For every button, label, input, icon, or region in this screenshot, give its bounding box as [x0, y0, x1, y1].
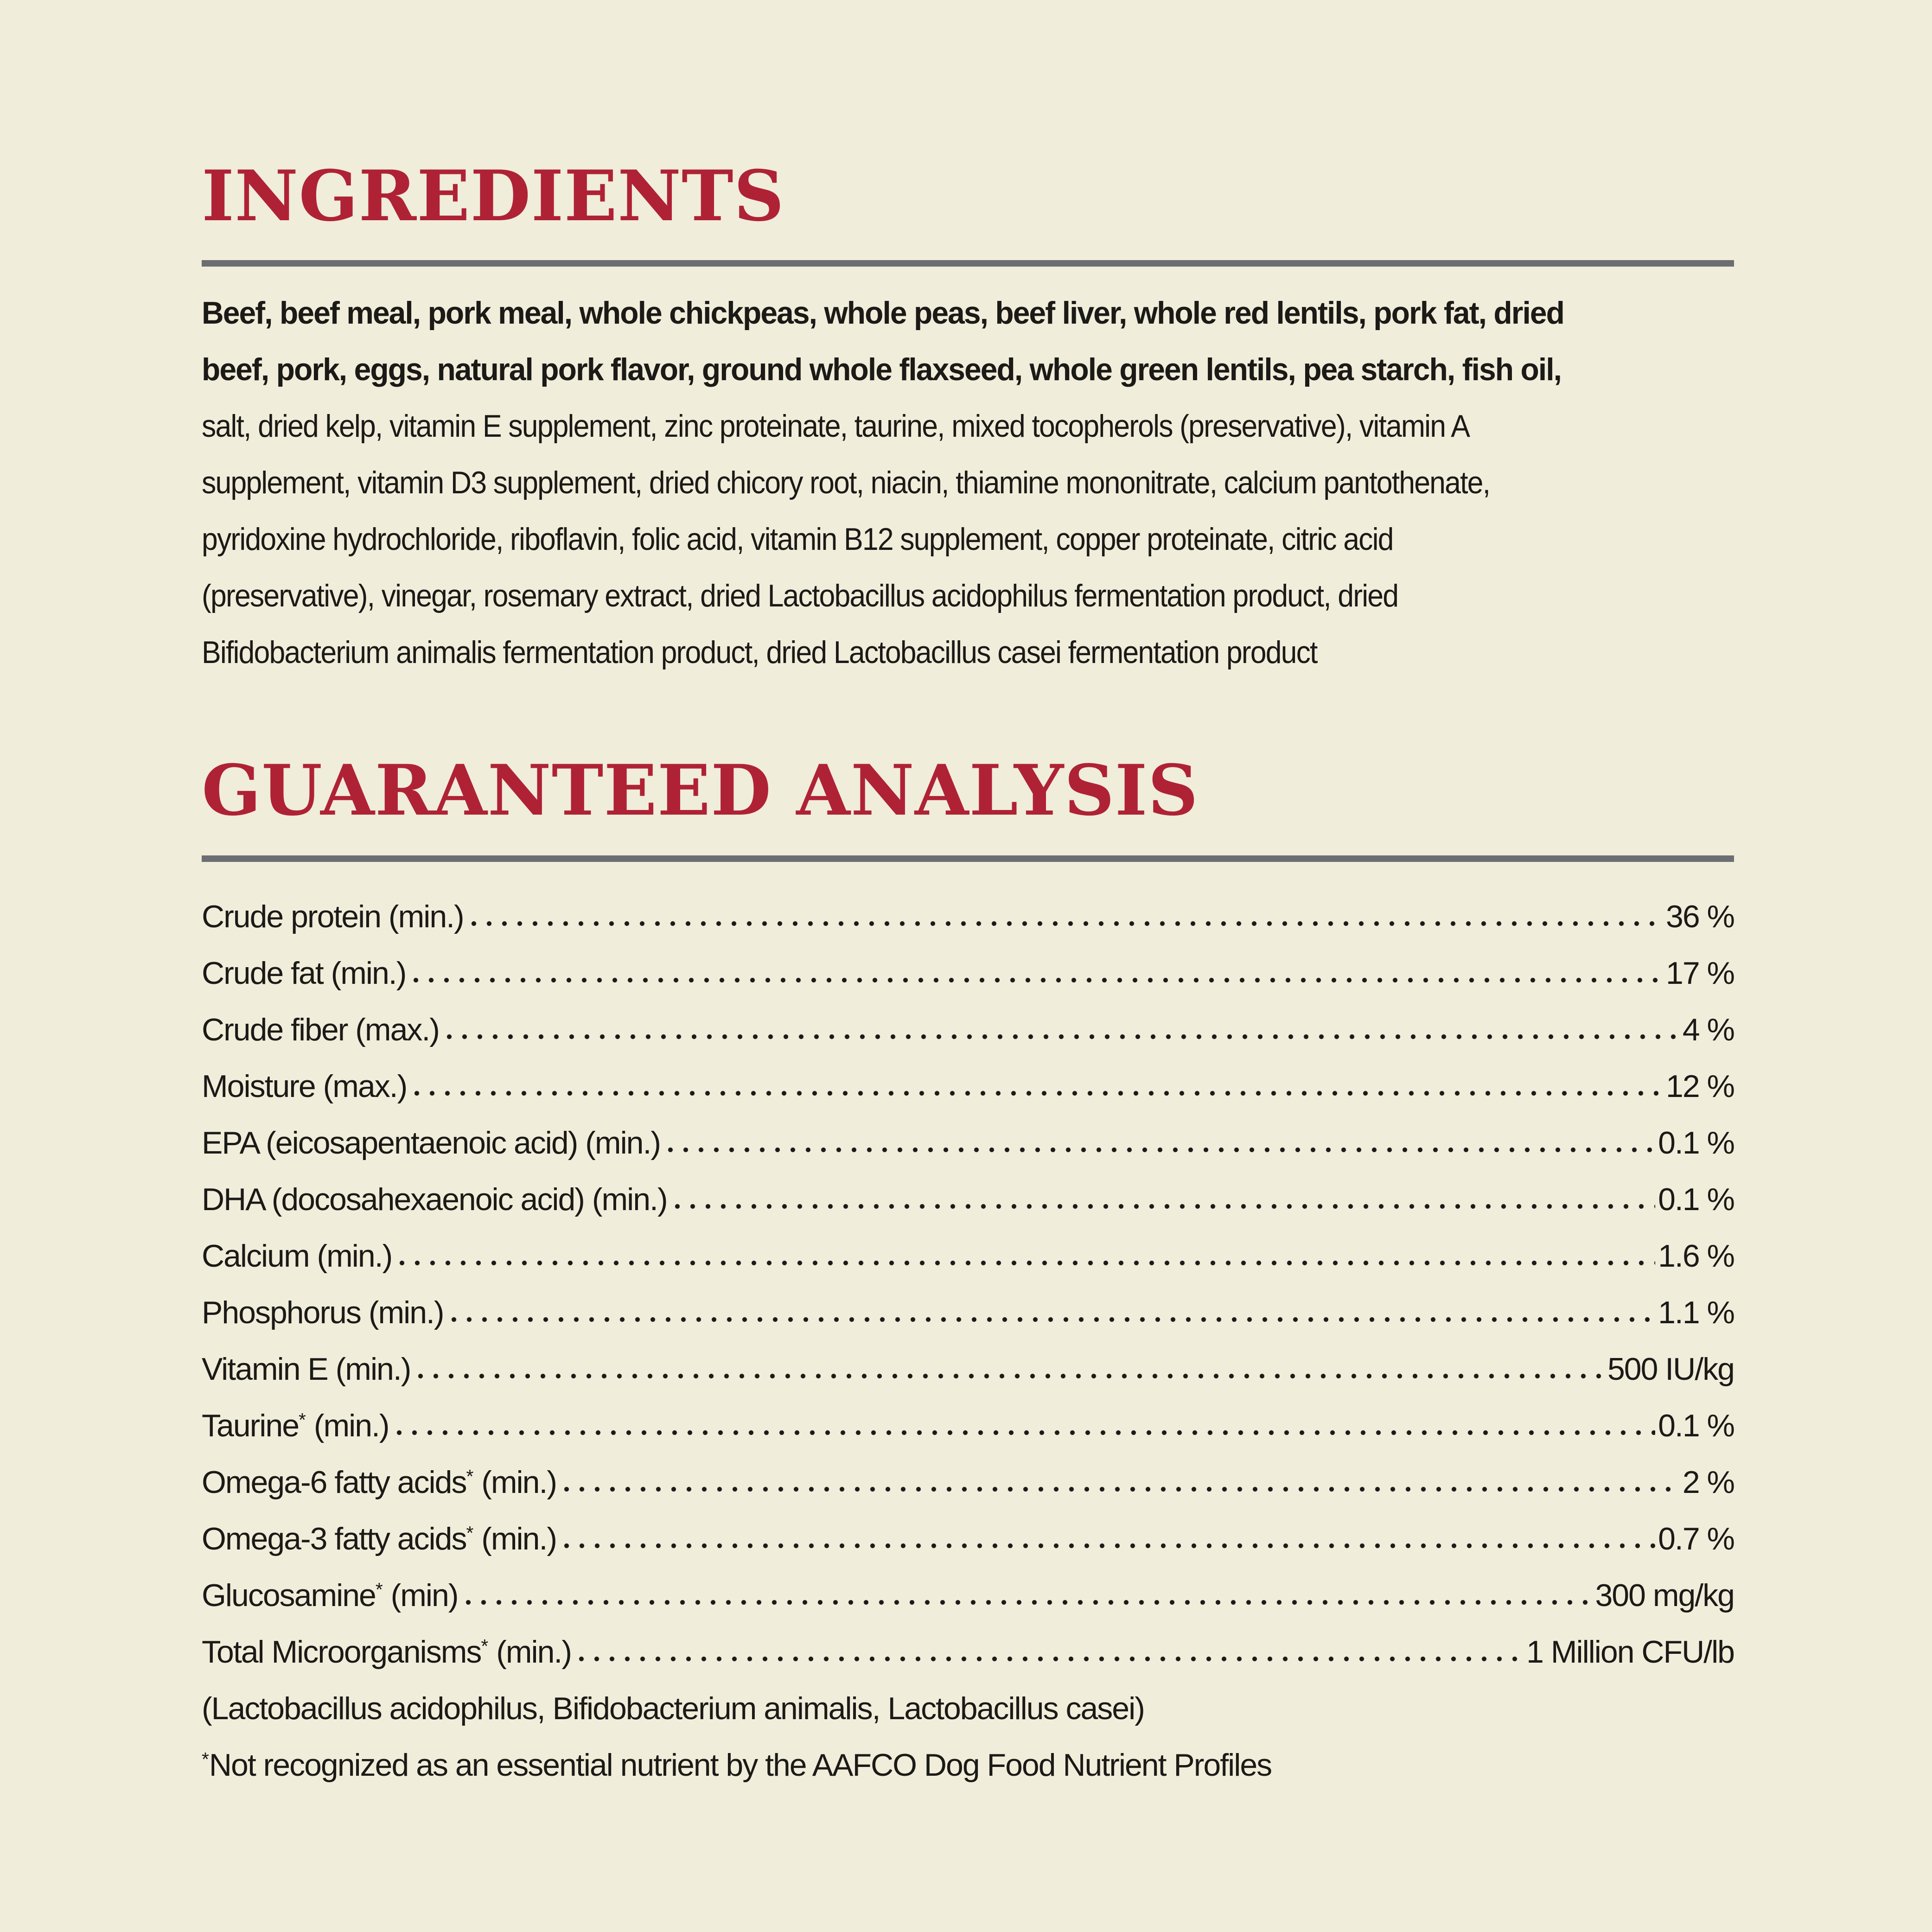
- ingredients-line: pyridoxine hydrochloride, riboflavin, fo…: [202, 522, 1394, 557]
- dot-leader: [460, 1567, 1593, 1624]
- analysis-row-label: Calcium (min.): [202, 1238, 393, 1274]
- analysis-row-value: 0.1 %: [1658, 1408, 1735, 1443]
- dot-leader: [663, 1115, 1656, 1171]
- dot-leader: [395, 1228, 1656, 1284]
- microorganisms-continuation: (Lactobacillus acidophilus, Bifidobacter…: [202, 1691, 1145, 1726]
- analysis-row: Omega-3 fatty acids* (min.) 0.7 %: [202, 1511, 1735, 1567]
- analysis-row-label: Crude fiber (max.): [202, 1012, 440, 1047]
- analysis-row-label: EPA (eicosapentaenoic acid) (min.): [202, 1125, 661, 1160]
- analysis-row-label: Crude fat (min.): [202, 956, 407, 991]
- analysis-rows: Crude protein (min.) 36 % Crude fat (min.)…: [202, 888, 1735, 1798]
- analysis-row-value: 500 IU/kg: [1607, 1352, 1735, 1387]
- analysis-row-label: Omega-3 fatty acids* (min.): [202, 1521, 557, 1556]
- analysis-row-value: 0.1 %: [1658, 1182, 1735, 1217]
- label-content: INGREDIENTS Beef, beef meal, pork meal, …: [202, 0, 1735, 1798]
- analysis-row: Glucosamine* (min) 300 mg/kg: [202, 1567, 1735, 1624]
- footnote-asterisk: *: [202, 1748, 209, 1770]
- analysis-row: Taurine* (min.) 0.1 %: [202, 1397, 1735, 1454]
- analysis-row: Moisture (max.) 12 %: [202, 1058, 1735, 1115]
- ingredients-line: beef, pork, eggs, natural pork flavor, g…: [202, 352, 1562, 387]
- analysis-row-label: Glucosamine* (min): [202, 1578, 459, 1613]
- analysis-row: Phosphorus (min.) 1.1 %: [202, 1284, 1735, 1341]
- analysis-row-value: 17 %: [1666, 956, 1735, 991]
- analysis-row-label: Taurine* (min.): [202, 1408, 390, 1443]
- analysis-row: Vitamin E (min.) 500 IU/kg: [202, 1341, 1735, 1397]
- guaranteed-analysis-title: GUARANTEED ANALYSIS: [202, 750, 1199, 831]
- dot-leader: [441, 1001, 1680, 1058]
- analysis-row-label: Vitamin E (min.): [202, 1352, 411, 1387]
- analysis-row-value: 12 %: [1666, 1069, 1735, 1104]
- analysis-row: EPA (eicosapentaenoic acid) (min.) 0.1 %: [202, 1115, 1735, 1171]
- dot-leader: [466, 888, 1663, 945]
- analysis-row-value: 2 %: [1682, 1465, 1735, 1500]
- analysis-row-value: 1 Million CFU/lb: [1526, 1634, 1735, 1670]
- footnote-asterisk-marker: *: [481, 1635, 489, 1657]
- analysis-row-value: 4 %: [1682, 1012, 1735, 1047]
- analysis-row-label: Moisture (max.): [202, 1069, 408, 1104]
- ingredients-line: Beef, beef meal, pork meal, whole chickp…: [202, 295, 1565, 331]
- ingredients-lines: Beef, beef meal, pork meal, whole chickp…: [202, 285, 1734, 681]
- analysis-row: Calcium (min.) 1.6 %: [202, 1228, 1735, 1284]
- analysis-row: DHA (docosahexaenoic acid) (min.) 0.1 %: [202, 1171, 1735, 1228]
- ingredients-line: Bifidobacterium animalis fermentation pr…: [202, 635, 1318, 670]
- footnote-asterisk-marker: *: [375, 1578, 383, 1600]
- analysis-row-label: Omega-6 fatty acids* (min.): [202, 1465, 557, 1500]
- analysis-row: Omega-6 fatty acids* (min.) 2 %: [202, 1454, 1735, 1511]
- aafco-footnote: *Not recognized as an essential nutrient…: [202, 1737, 1734, 1798]
- analysis-row-value: 0.7 %: [1658, 1521, 1735, 1556]
- analysis-row-label: Phosphorus (min.): [202, 1295, 445, 1330]
- ingredients-divider: [202, 260, 1734, 267]
- footnote-asterisk-marker: *: [466, 1522, 474, 1543]
- ingredients-line: supplement, vitamin D3 supplement, dried…: [202, 465, 1491, 500]
- analysis-row-label: DHA (docosahexaenoic acid) (min.): [202, 1182, 668, 1217]
- analysis-row-value: 1.1 %: [1658, 1295, 1735, 1330]
- dot-leader: [391, 1397, 1656, 1454]
- analysis-row-value: 0.1 %: [1658, 1125, 1735, 1160]
- dot-leader: [446, 1284, 1656, 1341]
- dot-leader: [559, 1454, 1680, 1511]
- analysis-row: Crude fiber (max.) 4 %: [202, 1001, 1735, 1058]
- analysis-divider: [202, 855, 1734, 862]
- ingredients-title: INGREDIENTS: [202, 155, 784, 237]
- dot-leader: [574, 1624, 1524, 1680]
- analysis-row: Crude protein (min.) 36 %: [202, 888, 1735, 945]
- footnote-text: Not recognized as an essential nutrient …: [209, 1747, 1272, 1783]
- ingredients-line: salt, dried kelp, vitamin E supplement, …: [202, 408, 1470, 444]
- dot-leader: [559, 1511, 1656, 1567]
- analysis-row: Total Microorganisms* (min.) 1 Million CF…: [202, 1624, 1735, 1680]
- footnote-asterisk-marker: *: [299, 1409, 306, 1430]
- dot-leader: [409, 1058, 1663, 1115]
- dot-leader: [413, 1341, 1605, 1397]
- analysis-row-label: Total Microorganisms* (min.): [202, 1634, 572, 1670]
- analysis-row: Crude fat (min.) 17 %: [202, 945, 1735, 1001]
- analysis-row-label: Crude protein (min.): [202, 899, 465, 934]
- analysis-row-value: 300 mg/kg: [1595, 1578, 1735, 1613]
- footnote-asterisk-marker: *: [466, 1465, 474, 1487]
- analysis-row-value: 36 %: [1666, 899, 1735, 934]
- analysis-row-value: 1.6 %: [1658, 1238, 1735, 1274]
- dot-leader: [670, 1171, 1656, 1228]
- ingredients-line: (preservative), vinegar, rosemary extrac…: [202, 578, 1399, 613]
- dot-leader: [408, 945, 1663, 1001]
